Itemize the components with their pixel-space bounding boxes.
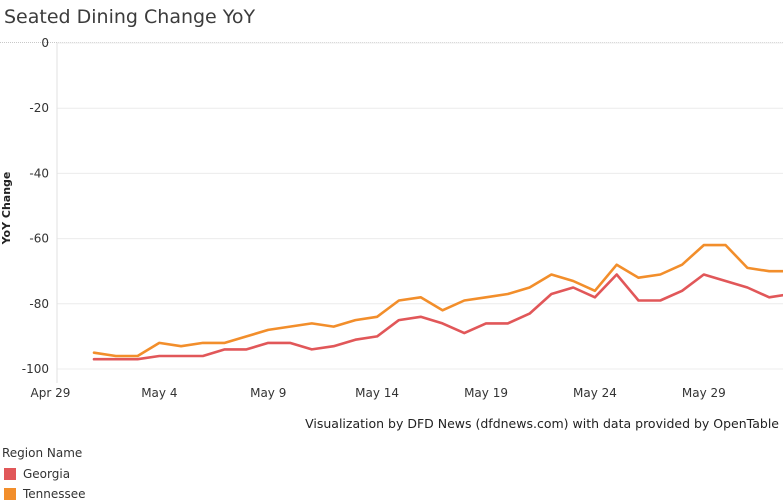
x-tick-label: May 24 <box>573 386 617 400</box>
legend-label-tennessee: Tennessee <box>23 487 86 501</box>
legend-label-georgia: Georgia <box>23 467 71 481</box>
y-axis-label: YoY Change <box>0 171 13 245</box>
legend-title: Region Name <box>2 446 83 460</box>
legend-swatch-tennessee <box>4 488 16 500</box>
y-tick-label: 0 <box>41 36 49 50</box>
series-line-georgia <box>92 273 783 361</box>
x-tick-label: Apr 29 <box>31 386 71 400</box>
credit-text: Visualization by DFD News (dfdnews.com) … <box>305 416 779 431</box>
y-tick-label: -60 <box>29 232 49 246</box>
series-line-tennessee <box>92 243 783 358</box>
y-tick-label: -80 <box>29 297 49 311</box>
x-tick-label: May 29 <box>682 386 726 400</box>
legend-item-georgia[interactable]: Georgia <box>2 464 86 484</box>
y-tick-label: -40 <box>29 166 49 180</box>
legend: Region Name Georgia Tennessee <box>2 446 86 504</box>
y-tick-label: -20 <box>29 101 49 115</box>
series-lines <box>92 243 783 361</box>
legend-swatch-georgia <box>4 468 16 480</box>
y-tick-labels: 0 -20 -40 -60 -80 -100 <box>22 36 49 376</box>
x-tick-label: May 4 <box>141 386 177 400</box>
x-tick-label: May 19 <box>464 386 508 400</box>
chart-title: Seated Dining Change YoY <box>4 6 256 28</box>
x-tick-label: May 9 <box>250 386 286 400</box>
line-chart: 0 -20 -40 -60 -80 -100 Apr 29 May 4 May 9 May 14… <box>22 36 783 400</box>
grid-lines <box>56 42 783 383</box>
y-tick-label: -100 <box>22 362 49 376</box>
legend-item-tennessee[interactable]: Tennessee <box>2 484 86 504</box>
x-tick-labels: Apr 29 May 4 May 9 May 14 May 19 May 24 May 29… <box>31 386 726 400</box>
x-tick-label: May 14 <box>355 386 399 400</box>
